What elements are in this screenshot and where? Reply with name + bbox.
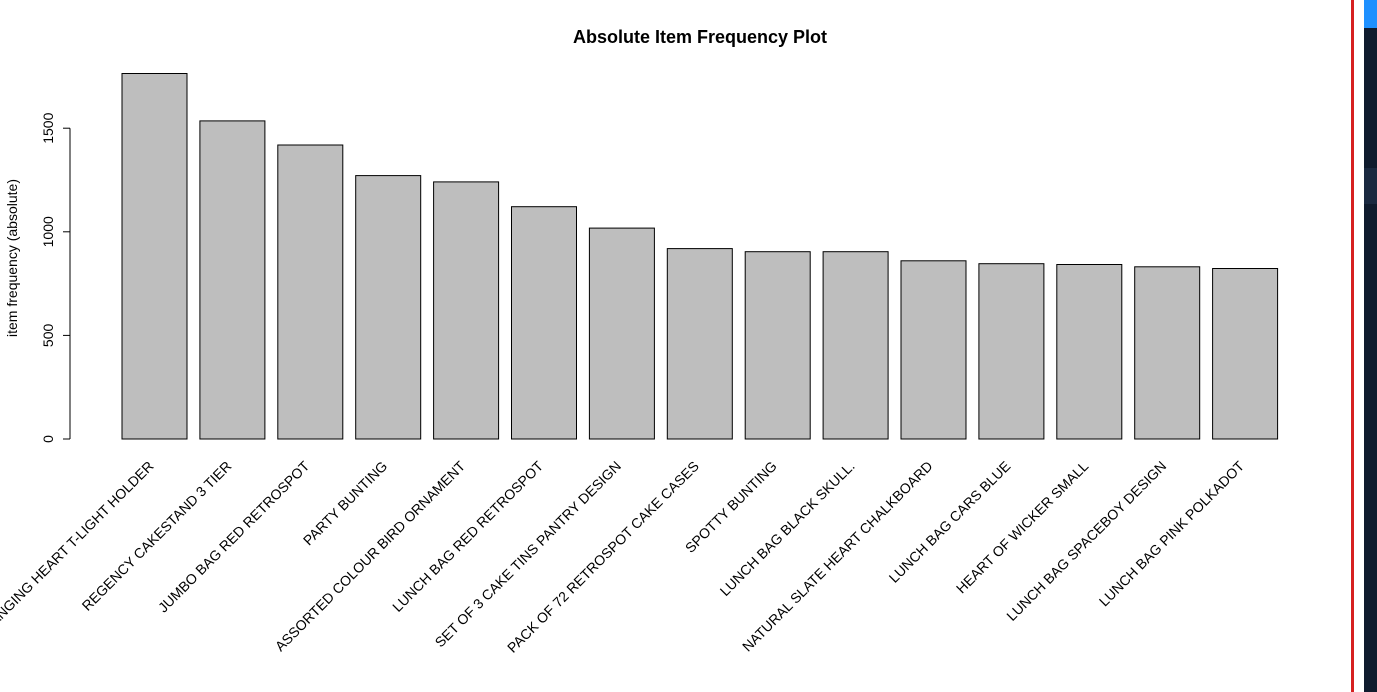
bar xyxy=(588,227,655,440)
x-tick-label: LUNCH BAG PINK POLKADOT xyxy=(1096,457,1248,609)
x-tick-label: REGENCY CAKESTAND 3 TIER xyxy=(79,458,235,614)
bars-group xyxy=(121,73,1279,440)
y-axis: 0 500 1000 1500 xyxy=(40,112,71,443)
bar xyxy=(355,175,422,440)
y-axis-label: item frequency (absolute) xyxy=(4,179,20,337)
bar xyxy=(121,73,188,440)
bar xyxy=(511,206,577,440)
bar xyxy=(978,263,1045,440)
x-tick-label: HEART OF WICKER SMALL xyxy=(953,458,1092,597)
bar xyxy=(744,251,811,440)
bar xyxy=(1212,268,1279,440)
side-panel-top-bar xyxy=(1364,0,1377,28)
bar xyxy=(433,181,500,440)
window-border xyxy=(1351,0,1354,692)
x-tick-label: LUNCH BAG BLACK SKULL. xyxy=(717,458,858,599)
bar xyxy=(900,260,967,440)
bar xyxy=(1056,264,1123,440)
y-tick-label: 0 xyxy=(40,435,56,443)
bar xyxy=(1134,266,1201,440)
side-panel-selected-row[interactable] xyxy=(1364,168,1377,204)
bar xyxy=(277,144,344,440)
chart-title: Absolute Item Frequency Plot xyxy=(573,27,827,47)
bar xyxy=(822,251,889,440)
bar xyxy=(199,120,266,440)
category-labels: WHITE HANGING HEART T-LIGHT HOLDERREGENC… xyxy=(0,457,1248,670)
y-tick-label: 1000 xyxy=(40,216,56,247)
x-tick-label: JUMBO BAG RED RETROSPOT xyxy=(155,457,313,615)
x-tick-label: LUNCH BAG RED RETROSPOT xyxy=(389,457,546,614)
side-panel xyxy=(1364,0,1377,692)
y-tick-label: 1500 xyxy=(40,112,56,143)
y-tick-label: 500 xyxy=(40,324,56,348)
x-tick-label: PARTY BUNTING xyxy=(300,458,391,549)
bar xyxy=(666,248,733,440)
x-tick-label: LUNCH BAG SPACEBOY DESIGN xyxy=(1003,458,1169,624)
window-gap xyxy=(1354,0,1364,692)
